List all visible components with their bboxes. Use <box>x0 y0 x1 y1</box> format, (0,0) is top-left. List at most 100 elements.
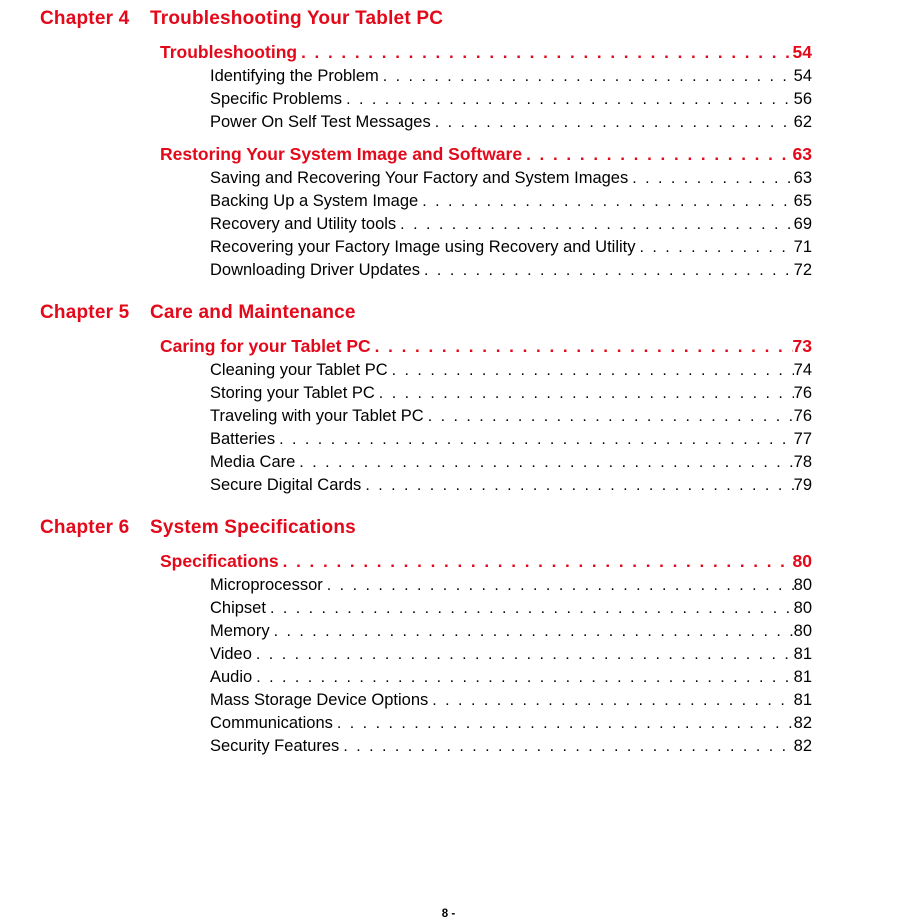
dot-leader: . . . . . . . . . . . . . . . . . . . . … <box>418 193 793 211</box>
dot-leader: . . . . . . . . . . . . . . . . . . . . … <box>339 738 793 756</box>
section-page: 63 <box>793 144 857 165</box>
subsection-entry[interactable]: Recovering your Factory Image using Reco… <box>40 238 857 257</box>
subsection-page: 71 <box>794 238 857 257</box>
subsection-entry[interactable]: Security Features. . . . . . . . . . . .… <box>40 737 857 756</box>
subsection-entry[interactable]: Identifying the Problem. . . . . . . . .… <box>40 67 857 86</box>
table-of-contents: Chapter 4Troubleshooting Your Tablet PCT… <box>40 8 857 756</box>
subsection-title: Chipset <box>210 599 266 618</box>
subsection-page: 65 <box>794 192 857 211</box>
dot-leader: . . . . . . . . . . . . . . . . . . . . … <box>297 43 792 63</box>
subsection-title: Batteries <box>210 430 275 449</box>
subsection-title: Security Features <box>210 737 339 756</box>
subsection-page: 76 <box>794 407 857 426</box>
subsection-entry[interactable]: Secure Digital Cards. . . . . . . . . . … <box>40 476 857 495</box>
subsection-entry[interactable]: Cleaning your Tablet PC. . . . . . . . .… <box>40 361 857 380</box>
dot-leader: . . . . . . . . . . . . . . . . . . . . … <box>379 68 794 86</box>
dot-leader: . . . . . . . . . . . . . . . . . . . . … <box>275 431 794 449</box>
dot-leader: . . . . . . . . . . . . . . . . . . . . … <box>396 216 793 234</box>
subsection-page: 74 <box>794 361 857 380</box>
subsection-title: Specific Problems <box>210 90 342 109</box>
dot-leader: . . . . . . . . . . . . . . . . . . . . … <box>424 408 794 426</box>
subsection-entry[interactable]: Recovery and Utility tools. . . . . . . … <box>40 215 857 234</box>
section-page: 54 <box>793 42 857 63</box>
chapter-heading: Chapter 4Troubleshooting Your Tablet PC <box>40 8 857 30</box>
subsection-title: Cleaning your Tablet PC <box>210 361 388 380</box>
chapter-title: Troubleshooting Your Tablet PC <box>150 8 443 30</box>
subsection-entry[interactable]: Storing your Tablet PC. . . . . . . . . … <box>40 384 857 403</box>
dot-leader: . . . . . . . . . . . . . . . . . . . . … <box>333 715 794 733</box>
subsection-page: 80 <box>794 599 857 618</box>
subsection-entry[interactable]: Chipset. . . . . . . . . . . . . . . . .… <box>40 599 857 618</box>
subsection-page: 80 <box>794 622 857 641</box>
subsection-entry[interactable]: Traveling with your Tablet PC. . . . . .… <box>40 407 857 426</box>
subsection-entry[interactable]: Mass Storage Device Options. . . . . . .… <box>40 691 857 710</box>
subsection-entry[interactable]: Media Care. . . . . . . . . . . . . . . … <box>40 453 857 472</box>
subsection-page: 81 <box>794 645 857 664</box>
dot-leader: . . . . . . . . . . . . . . . . . . . . … <box>428 692 793 710</box>
section-page: 80 <box>793 551 857 572</box>
dot-leader: . . . . . . . . . . . . . . . . . . . . … <box>323 577 794 595</box>
subsection-entry[interactable]: Power On Self Test Messages. . . . . . .… <box>40 113 857 132</box>
section-entry[interactable]: Caring for your Tablet PC. . . . . . . .… <box>40 336 857 357</box>
dot-leader: . . . . . . . . . . . . . . . . . . . . … <box>270 623 794 641</box>
subsection-page: 54 <box>794 67 857 86</box>
section-entry[interactable]: Specifications. . . . . . . . . . . . . … <box>40 551 857 572</box>
subsection-page: 69 <box>794 215 857 234</box>
subsection-entry[interactable]: Video. . . . . . . . . . . . . . . . . .… <box>40 645 857 664</box>
dot-leader: . . . . . . . . . . . . . . . . . . . . … <box>628 170 793 188</box>
subsection-title: Video <box>210 645 252 664</box>
subsection-title: Recovering your Factory Image using Reco… <box>210 238 636 257</box>
subsection-title: Storing your Tablet PC <box>210 384 375 403</box>
dot-leader: . . . . . . . . . . . . . . . . . . . . … <box>252 646 794 664</box>
subsection-entry[interactable]: Batteries. . . . . . . . . . . . . . . .… <box>40 430 857 449</box>
subsection-entry[interactable]: Specific Problems. . . . . . . . . . . .… <box>40 90 857 109</box>
dot-leader: . . . . . . . . . . . . . . . . . . . . … <box>295 454 793 472</box>
dot-leader: . . . . . . . . . . . . . . . . . . . . … <box>522 145 792 165</box>
subsection-page: 72 <box>794 261 857 280</box>
subsection-page: 81 <box>794 668 857 687</box>
subsection-entry[interactable]: Microprocessor. . . . . . . . . . . . . … <box>40 576 857 595</box>
subsection-title: Traveling with your Tablet PC <box>210 407 424 426</box>
dot-leader: . . . . . . . . . . . . . . . . . . . . … <box>375 385 794 403</box>
subsection-page: 56 <box>794 90 857 109</box>
subsection-page: 81 <box>794 691 857 710</box>
subsection-page: 80 <box>794 576 857 595</box>
section-title: Troubleshooting <box>160 42 297 63</box>
chapter-title: Care and Maintenance <box>150 302 356 324</box>
subsection-page: 82 <box>794 737 857 756</box>
chapter-number: Chapter 4 <box>40 8 150 30</box>
subsection-page: 78 <box>794 453 857 472</box>
dot-leader: . . . . . . . . . . . . . . . . . . . . … <box>431 114 794 132</box>
dot-leader: . . . . . . . . . . . . . . . . . . . . … <box>279 552 793 572</box>
subsection-page: 82 <box>794 714 857 733</box>
subsection-page: 77 <box>794 430 857 449</box>
subsection-title: Identifying the Problem <box>210 67 379 86</box>
chapter-heading: Chapter 6System Specifications <box>40 517 857 539</box>
page-footer: 8 - <box>0 908 897 920</box>
section-entry[interactable]: Troubleshooting. . . . . . . . . . . . .… <box>40 42 857 63</box>
dot-leader: . . . . . . . . . . . . . . . . . . . . … <box>636 239 794 257</box>
subsection-entry[interactable]: Communications. . . . . . . . . . . . . … <box>40 714 857 733</box>
subsection-title: Audio <box>210 668 252 687</box>
subsection-title: Saving and Recovering Your Factory and S… <box>210 169 628 188</box>
subsection-page: 79 <box>794 476 857 495</box>
section-title: Specifications <box>160 551 279 572</box>
dot-leader: . . . . . . . . . . . . . . . . . . . . … <box>266 600 794 618</box>
subsection-entry[interactable]: Memory. . . . . . . . . . . . . . . . . … <box>40 622 857 641</box>
subsection-title: Media Care <box>210 453 295 472</box>
subsection-entry[interactable]: Audio. . . . . . . . . . . . . . . . . .… <box>40 668 857 687</box>
subsection-entry[interactable]: Downloading Driver Updates. . . . . . . … <box>40 261 857 280</box>
subsection-entry[interactable]: Saving and Recovering Your Factory and S… <box>40 169 857 188</box>
subsection-title: Recovery and Utility tools <box>210 215 396 234</box>
subsection-title: Backing Up a System Image <box>210 192 418 211</box>
section-entry[interactable]: Restoring Your System Image and Software… <box>40 144 857 165</box>
section-title: Restoring Your System Image and Software <box>160 144 522 165</box>
chapter-title: System Specifications <box>150 517 356 539</box>
chapter-heading: Chapter 5Care and Maintenance <box>40 302 857 324</box>
dot-leader: . . . . . . . . . . . . . . . . . . . . … <box>252 669 793 687</box>
subsection-page: 76 <box>794 384 857 403</box>
subsection-page: 63 <box>794 169 857 188</box>
dot-leader: . . . . . . . . . . . . . . . . . . . . … <box>420 262 794 280</box>
subsection-title: Communications <box>210 714 333 733</box>
subsection-entry[interactable]: Backing Up a System Image. . . . . . . .… <box>40 192 857 211</box>
